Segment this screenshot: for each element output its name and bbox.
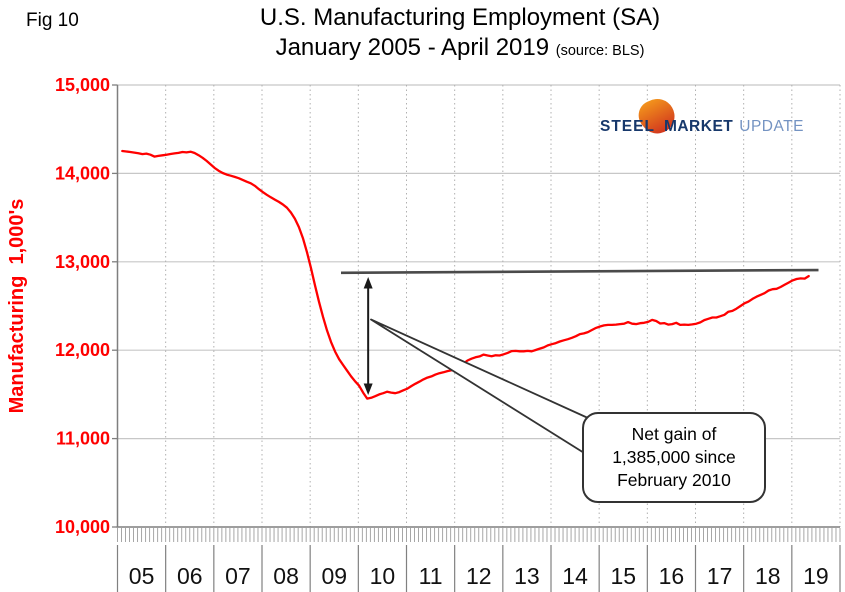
crescent-swoosh-icon (638, 98, 675, 134)
callout-line-3: February 2010 (617, 470, 731, 490)
reference-level-line (340, 268, 819, 275)
x-tick-label: 18 (755, 563, 781, 589)
x-tick-label: 17 (707, 563, 733, 589)
chart-subtitle-line: January 2005 - April 2019 (source: BLS) (120, 34, 800, 65)
x-tick-label: 05 (129, 563, 155, 589)
x-tick-label: 07 (225, 563, 251, 589)
figure-number-label: Fig 10 (26, 10, 79, 31)
callout-line-2: 1,385,000 since (612, 447, 736, 467)
logo-text: STEEL MARKET UPDATE (600, 118, 804, 136)
logo-word-update: UPDATE (739, 118, 804, 135)
net-gain-arrow-head-up (363, 277, 373, 289)
x-tick-label: 10 (370, 563, 396, 589)
x-tick-label: 16 (659, 563, 685, 589)
x-tick-label: 13 (514, 563, 540, 589)
x-tick-label: 06 (177, 563, 203, 589)
callout-line-1: Net gain of (631, 424, 717, 444)
logo-word-market: MARKET (663, 118, 734, 135)
x-tick-label: 08 (273, 563, 299, 589)
y-tick-label: 12,000 (55, 340, 110, 360)
x-tick-label: 12 (466, 563, 492, 589)
chart-subtitle: January 2005 - April 2019 (275, 34, 550, 61)
callout-wedge (370, 318, 595, 455)
chart-title-block: U.S. Manufacturing Employment (SA) Janua… (120, 4, 800, 65)
x-tick-label: 15 (610, 563, 636, 589)
logo-word-steel: STEEL (600, 118, 655, 135)
net-gain-arrow-head-down (363, 383, 373, 396)
y-tick-label: 15,000 (55, 75, 110, 95)
x-tick-label: 09 (321, 563, 347, 589)
chart-title: U.S. Manufacturing Employment (SA) (259, 4, 661, 31)
net-gain-callout-bubble: Net gain of 1,385,000 since February 201… (582, 412, 766, 503)
steel-market-update-logo: STEEL MARKET UPDATE (600, 98, 804, 139)
x-tick-label: 11 (419, 563, 443, 589)
y-tick-label: 10,000 (55, 517, 110, 537)
y-tick-label: 11,000 (56, 429, 110, 449)
x-tick-label: 19 (803, 563, 829, 589)
source-note: (source: BLS) (555, 43, 645, 59)
x-tick-label: 14 (562, 563, 588, 589)
y-tick-label: 14,000 (55, 163, 110, 183)
y-tick-label: 13,000 (55, 252, 110, 272)
